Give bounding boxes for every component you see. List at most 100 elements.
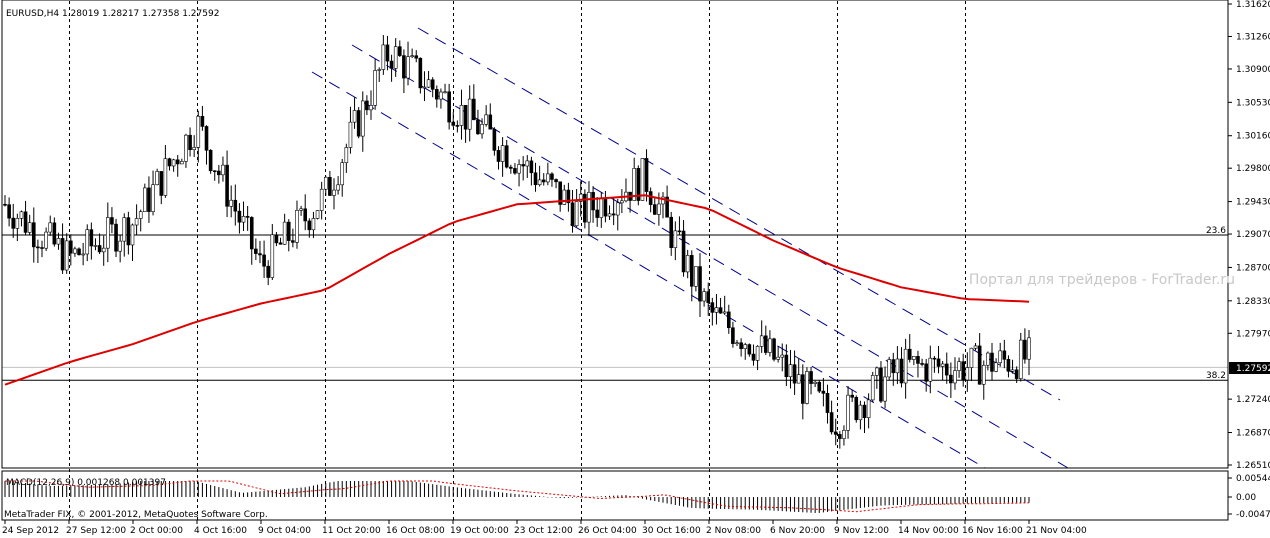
- candle-body: [204, 126, 209, 151]
- macd-bar: [678, 497, 680, 506]
- candle-body: [854, 396, 859, 421]
- macd-bar: [757, 497, 759, 510]
- macd-bar: [880, 497, 882, 506]
- macd-bar: [230, 490, 232, 497]
- candle-body: [759, 335, 764, 347]
- macd-bar: [987, 497, 989, 504]
- macd-bar: [794, 497, 796, 512]
- candle-body: [1023, 339, 1027, 360]
- candle-body: [776, 356, 780, 360]
- price-tick-label: 1.26510: [1236, 461, 1270, 471]
- moving-average-line[interactable]: [4, 194, 1030, 386]
- macd-bar: [292, 488, 294, 497]
- time-axis[interactable]: 24 Sep 2012 27 Sep 12:00 2 Oct 00:00 4 Oct …: [2, 520, 1087, 536]
- candle-body: [147, 187, 151, 212]
- price-axis[interactable]: 1.31620 1.31260 1.30900 1.30530 1.30160 1.298…: [1228, 0, 1270, 471]
- macd-bar: [395, 481, 397, 497]
- candle-body: [747, 344, 752, 355]
- macd-bar: [177, 481, 179, 497]
- macd-bar: [12, 481, 14, 497]
- macd-bar: [4, 481, 6, 497]
- candle-body: [459, 104, 464, 126]
- time-tick-label: 19 Oct 00:00: [450, 526, 509, 536]
- macd-bar: [201, 482, 203, 497]
- regression-channel[interactable]: [311, 27, 1069, 469]
- candle-body: [11, 217, 16, 229]
- candle-body: [451, 121, 456, 126]
- price-tick-label: 1.27970: [1236, 329, 1270, 339]
- time-tick-label: 9 Nov 12:00: [834, 526, 889, 536]
- macd-bar: [259, 491, 261, 497]
- candle-body: [801, 374, 805, 404]
- macd-bar: [646, 497, 648, 500]
- candle-body: [439, 91, 443, 100]
- candle-body: [443, 91, 447, 94]
- macd-bar: [559, 497, 561, 499]
- macd-bar: [349, 481, 351, 497]
- macd-bar: [304, 487, 306, 497]
- macd-bar: [25, 483, 27, 497]
- macd-bar: [781, 497, 783, 512]
- candle-body: [245, 216, 250, 218]
- macd-bar: [263, 490, 265, 497]
- price-tick-label: 1.29070: [1236, 230, 1270, 240]
- candle-body: [332, 189, 336, 196]
- candle-body: [562, 189, 567, 205]
- macd-tick-label: 0.00: [1236, 493, 1256, 503]
- price-tick-label: 1.26870: [1236, 429, 1270, 439]
- macd-bar: [913, 497, 915, 505]
- candle-body: [352, 110, 357, 123]
- candle-body: [472, 98, 476, 121]
- macd-bar: [530, 495, 532, 497]
- macd-bar: [732, 497, 734, 510]
- candle-body: [558, 181, 562, 205]
- macd-bar: [864, 497, 866, 508]
- macd-bar: [592, 496, 594, 498]
- macd-bar: [222, 488, 224, 497]
- candle-body: [31, 222, 36, 248]
- candle-body: [422, 86, 427, 89]
- macd-bar: [156, 481, 158, 497]
- candle-body: [961, 361, 966, 381]
- candle-body: [484, 114, 488, 125]
- candle-body: [480, 124, 484, 135]
- macd-bar: [218, 487, 220, 497]
- macd-bar: [736, 497, 738, 510]
- time-tick-label: 9 Oct 04:00: [258, 526, 311, 536]
- macd-bar: [703, 497, 705, 509]
- macd-bar: [958, 497, 960, 504]
- macd-bar: [728, 497, 730, 510]
- candle-body: [677, 230, 682, 233]
- candle-body: [381, 44, 386, 70]
- macd-bar: [761, 497, 763, 511]
- macd-bar: [522, 494, 524, 497]
- candle-body: [833, 431, 838, 435]
- candle-body: [138, 211, 143, 219]
- candle-body: [977, 345, 982, 385]
- current-price-label: 1.27592: [1236, 364, 1270, 374]
- candle-body: [788, 364, 793, 378]
- candle-body: [949, 374, 953, 384]
- macd-bar: [720, 497, 722, 509]
- macd-bar: [921, 497, 923, 505]
- candle-body: [916, 356, 920, 364]
- candle-body: [866, 399, 871, 418]
- macd-bar: [70, 485, 72, 497]
- macd-bar: [872, 497, 874, 507]
- macd-bar: [214, 486, 216, 497]
- candle-body: [373, 70, 377, 106]
- macd-bar: [78, 485, 80, 497]
- candle-body: [784, 354, 789, 378]
- candle-body: [583, 193, 587, 223]
- time-tick-label: 6 Nov 20:00: [770, 526, 825, 536]
- fib-label-23: 23.6: [1206, 226, 1226, 236]
- candle-body: [714, 307, 719, 313]
- macd-bar: [613, 495, 615, 497]
- macd-bar: [329, 482, 331, 497]
- candle-body: [89, 229, 94, 247]
- macd-bar: [966, 497, 968, 504]
- candle-body: [229, 199, 233, 207]
- macd-bar: [925, 497, 927, 505]
- candle-body: [735, 342, 739, 345]
